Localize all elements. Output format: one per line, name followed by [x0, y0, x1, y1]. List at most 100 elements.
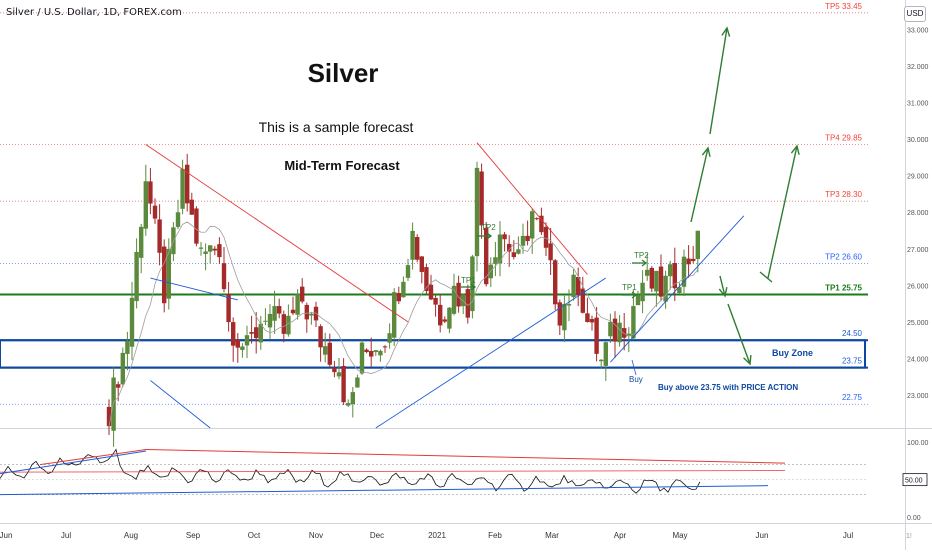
candle-body: [221, 263, 227, 290]
forecast-arrow-up: [690, 147, 709, 223]
candle-body: [663, 275, 668, 302]
tp1-arrow-head: [470, 283, 477, 291]
buy-zone-label: Buy Zone: [772, 348, 813, 358]
candle-body: [502, 234, 507, 240]
forecast-subtitle: This is a sample forecast: [259, 119, 414, 135]
candle-body: [162, 246, 167, 304]
candle-body: [686, 258, 691, 265]
time-tick-label: Oct: [248, 531, 261, 540]
candle-body: [695, 230, 700, 260]
candle-body: [654, 270, 659, 292]
candle-body: [267, 313, 273, 328]
candle-body: [244, 335, 250, 346]
time-tick-label: Jun: [756, 531, 769, 540]
candle-body: [341, 365, 346, 403]
candle-body: [631, 306, 636, 339]
candle-body: [346, 403, 351, 406]
candle-body: [497, 234, 503, 264]
candle-body: [456, 282, 461, 307]
time-tick-label: Jul: [61, 531, 71, 540]
candle-body: [520, 235, 526, 246]
time-tick-label: May: [672, 531, 687, 540]
forecast-arrow-up: [709, 27, 728, 135]
buy-zone-box: [0, 339, 866, 369]
buy-label: Buy: [629, 375, 643, 384]
candle-body: [198, 247, 204, 249]
candle-body: [548, 243, 553, 261]
candle-body: [382, 346, 388, 348]
candle-body: [392, 292, 397, 338]
candle-body: [585, 313, 590, 322]
candle-body: [401, 281, 406, 298]
candle-body: [405, 265, 411, 278]
osc-tick-label: 100.00: [907, 440, 929, 447]
candle-body: [507, 243, 512, 252]
candle-body: [208, 245, 213, 252]
candle-body: [658, 266, 664, 297]
candle-body: [194, 208, 199, 244]
resistance-line: [150, 277, 238, 301]
candle-body: [562, 303, 567, 331]
candle-body: [120, 352, 125, 385]
candle-body: [557, 302, 562, 326]
osc-red-trend: [39, 449, 147, 466]
candle-body: [635, 295, 641, 306]
candle-body: [387, 333, 392, 343]
candle-body: [691, 258, 696, 262]
candle-body: [157, 219, 162, 253]
time-tick-label: Mar: [545, 531, 559, 540]
candle-body: [272, 306, 277, 321]
uptrend-line: [610, 215, 745, 363]
price-tick-label: 25.000: [907, 320, 929, 327]
time-tick-label: Jun: [0, 531, 12, 540]
candle-body: [148, 181, 153, 204]
candle-body: [185, 164, 190, 204]
candle-body: [111, 377, 116, 431]
candle-body: [336, 372, 342, 377]
candle-body: [428, 284, 434, 300]
candle-body: [235, 339, 240, 348]
tp1-label: TP1: [461, 276, 476, 285]
candle-body: [677, 287, 682, 293]
candle-body: [364, 349, 369, 353]
candle-body: [396, 293, 401, 302]
candle-body: [511, 252, 516, 257]
candle-body: [327, 342, 332, 365]
candle-body: [493, 257, 498, 264]
downtrend-line: [476, 142, 588, 275]
candle-body: [189, 199, 194, 215]
price-tick-label: 29.000: [907, 174, 929, 181]
forecast-arrow-up-head: [721, 26, 731, 37]
candle-body: [332, 367, 337, 373]
candle-body: [589, 319, 595, 323]
tp1-label: TP1: [622, 283, 637, 292]
candle-body: [359, 342, 365, 374]
candle-body: [668, 264, 673, 277]
candle-body: [474, 167, 480, 257]
osc-value-label: 50.00: [905, 478, 923, 485]
time-tick-label: Nov: [309, 531, 323, 540]
uptrend-line: [375, 277, 607, 429]
candle-body: [640, 282, 645, 302]
tp1-arrow-head: [631, 291, 638, 299]
time-tick-label: Jul: [843, 531, 853, 540]
forecast-segment: [759, 271, 773, 283]
candle-body: [258, 323, 263, 343]
candle-body: [180, 168, 185, 209]
symbol-header: Silver / U.S. Dollar, 1D, FOREX.com: [6, 7, 182, 18]
osc-value-marker: [902, 473, 928, 487]
currency-button[interactable]: USD: [904, 6, 926, 22]
candle-body: [543, 226, 549, 248]
candle-body: [672, 263, 677, 289]
candle-body: [134, 251, 139, 302]
time-axis-clip: 1!: [906, 533, 912, 540]
candle-body: [355, 377, 360, 388]
candle-body: [626, 333, 631, 337]
moving-average-line: [108, 221, 699, 427]
level-label: 22.75: [842, 393, 863, 402]
osc-red-trend: [145, 449, 786, 464]
candle-body: [309, 313, 314, 316]
forecast-title: Silver: [308, 58, 379, 88]
